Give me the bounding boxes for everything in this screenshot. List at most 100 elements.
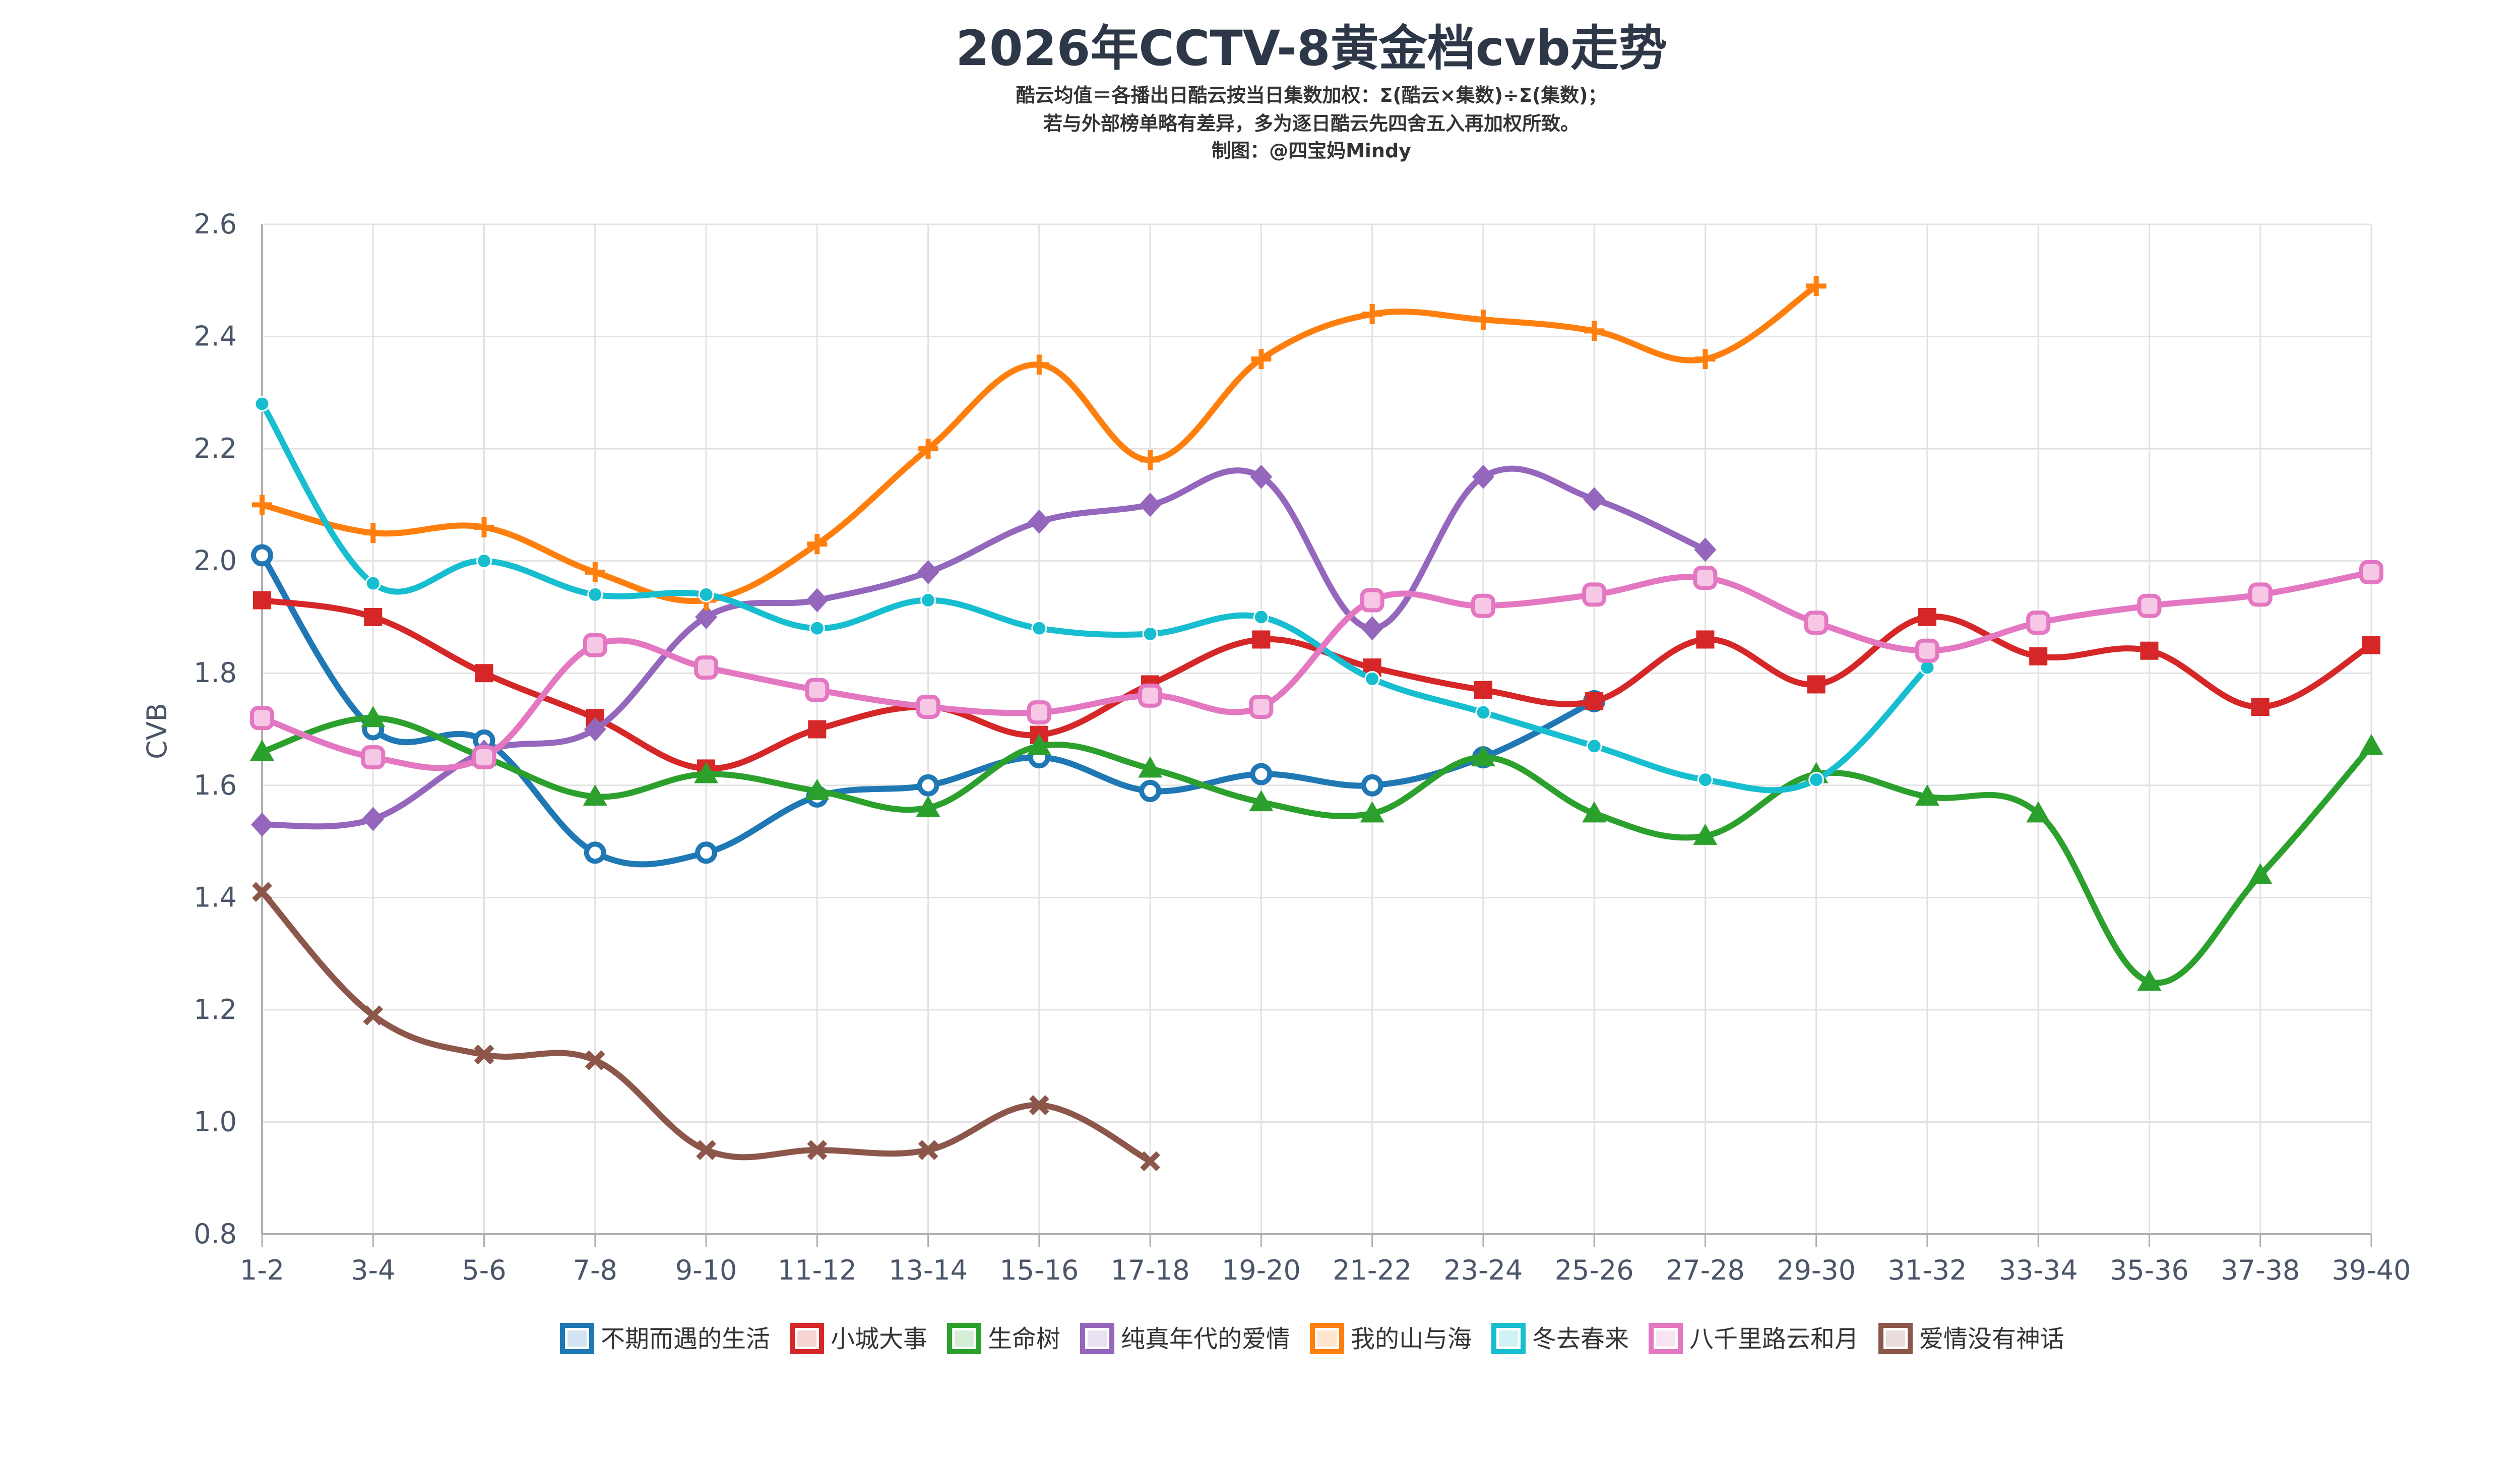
data-point <box>696 1140 716 1160</box>
y-tick-label: 1.0 <box>194 1106 237 1137</box>
legend-label: 爱情没有神话 <box>1919 1325 2064 1353</box>
data-point <box>2140 641 2159 660</box>
x-tick-label: 3-4 <box>351 1254 395 1286</box>
data-point <box>1253 609 1269 625</box>
data-point <box>476 553 492 569</box>
x-tick-label: 13-14 <box>889 1254 968 1286</box>
data-point <box>362 807 385 831</box>
x-tick-label: 27-28 <box>1666 1254 1745 1286</box>
data-point <box>916 796 940 817</box>
series-3 <box>250 706 2383 991</box>
legend-item: 八千里路云和月 <box>1649 1323 1859 1354</box>
data-point <box>252 495 272 515</box>
y-tick-label: 2.2 <box>194 433 237 464</box>
data-point <box>1251 349 1272 370</box>
legend-swatch-fill <box>1499 1330 1518 1347</box>
legend-item: 冬去春来 <box>1491 1323 1629 1354</box>
legend-swatch <box>1310 1323 1344 1354</box>
x-tick-label: 31-32 <box>1887 1254 1967 1286</box>
data-point <box>252 882 272 902</box>
x-tick-label: 9-10 <box>675 1254 737 1286</box>
legend-swatch <box>1878 1323 1913 1354</box>
legend-swatch-fill <box>568 1330 587 1347</box>
x-tick-label: 37-38 <box>2221 1254 2300 1286</box>
chart-subtitle-line-1: 酷云均值＝各播出日酷云按当日集数加权：Σ(酷云×集数)÷Σ(集数)； <box>1016 84 1607 106</box>
legend-swatch <box>1649 1323 1683 1354</box>
legend-label: 小城大事 <box>831 1325 927 1353</box>
data-point <box>472 745 496 770</box>
data-point <box>475 664 493 683</box>
data-point <box>1697 772 1713 788</box>
grid-layer <box>261 223 2372 1235</box>
data-point <box>1364 671 1380 687</box>
data-point <box>2248 863 2273 884</box>
data-point <box>1804 611 1829 635</box>
data-point <box>1250 464 1273 489</box>
data-point <box>364 608 383 626</box>
data-point <box>474 1045 494 1065</box>
data-point <box>1694 537 1717 562</box>
series-6 <box>254 396 1935 794</box>
data-point <box>583 784 607 806</box>
data-point <box>1582 582 1607 607</box>
x-tick-label: 11-12 <box>778 1254 857 1286</box>
series-5 <box>252 276 1826 611</box>
legend-swatch-fill <box>955 1330 974 1347</box>
data-point <box>584 717 606 742</box>
legend-item: 我的山与海 <box>1310 1323 1472 1354</box>
data-point <box>585 1050 605 1070</box>
data-point <box>1693 566 1718 590</box>
x-tick-label: 17-18 <box>1111 1254 1190 1286</box>
legend-label: 纯真年代的爱情 <box>1121 1325 1290 1353</box>
data-point <box>805 678 830 702</box>
data-point <box>1473 310 1493 330</box>
y-tick-label: 2.4 <box>194 321 237 352</box>
data-point <box>253 591 271 610</box>
chart-subtitle-line-2: 若与外部榜单略有差异，多为逐日酷云先四舍五入再加权所致。 <box>1043 112 1580 135</box>
legend-swatch <box>560 1323 594 1354</box>
y-axis-title: CVB <box>141 703 173 759</box>
data-point <box>1250 763 1273 785</box>
data-point <box>1142 626 1158 642</box>
legend-swatch-fill <box>1088 1330 1107 1347</box>
data-point <box>698 586 714 602</box>
data-point <box>250 706 274 731</box>
x-tick-label: 29-30 <box>1777 1254 1856 1286</box>
legend-swatch <box>1491 1323 1526 1354</box>
legend-swatch-fill <box>797 1330 816 1347</box>
data-point <box>1915 784 1939 806</box>
data-point <box>1696 630 1715 649</box>
x-tick-label: 35-36 <box>2110 1254 2189 1286</box>
data-point <box>1031 620 1047 636</box>
data-point <box>694 655 719 680</box>
legend-swatch-fill <box>1886 1330 1905 1347</box>
legend-item: 纯真年代的爱情 <box>1080 1323 1290 1354</box>
legend-label: 不期而遇的生活 <box>601 1325 770 1353</box>
x-tick-label: 1-2 <box>240 1254 284 1286</box>
data-point <box>365 575 381 591</box>
x-tick-label: 19-20 <box>1222 1254 1301 1286</box>
x-tick-label: 15-16 <box>999 1254 1079 1286</box>
data-point <box>1695 349 1716 370</box>
data-point <box>1471 593 1495 618</box>
data-point <box>1029 1095 1049 1115</box>
y-tick-label: 1.6 <box>194 769 237 801</box>
data-point <box>1249 694 1274 719</box>
series-line <box>259 401 1930 794</box>
chart-title: 2026年CCTV-8黄金档cvb走势 <box>956 20 1667 77</box>
y-tick-label: 0.8 <box>194 1218 237 1250</box>
data-point <box>1027 700 1051 725</box>
data-point <box>1139 779 1162 802</box>
legend: 不期而遇的生活 小城大事 生命树 纯真年代的爱情 我的山与海 冬去春来 八千里路云和月 爱情没… <box>560 1323 2064 1354</box>
data-point <box>1808 772 1824 788</box>
series-line <box>259 465 1709 830</box>
data-point <box>920 592 936 609</box>
data-point <box>474 517 494 537</box>
legend-swatch-fill <box>1317 1330 1337 1347</box>
data-point <box>2029 647 2048 665</box>
data-point <box>1140 450 1161 470</box>
data-point <box>1806 276 1826 296</box>
chart-credit: 制图：@四宝妈Mindy <box>1212 140 1411 162</box>
legend-item: 小城大事 <box>790 1323 927 1354</box>
data-point <box>1475 704 1491 720</box>
